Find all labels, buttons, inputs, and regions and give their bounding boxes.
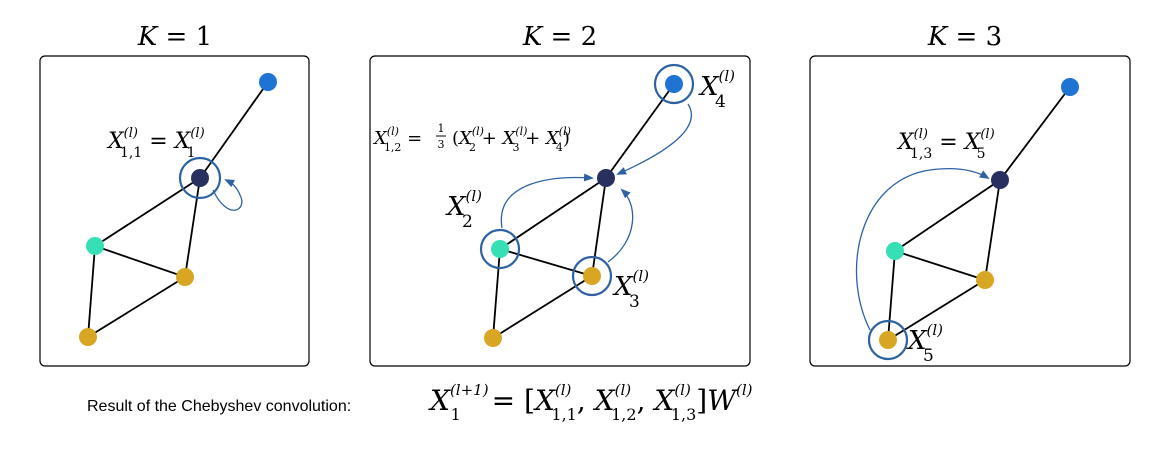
- highlight-ring: [867, 319, 909, 361]
- result-caption: Result of the Chebyshev convolution:: [87, 398, 351, 415]
- graph-edge: [492, 248, 501, 339]
- svg-text:(X(l)2 + X(l)3 + X(l)4): (X(l) 2 + X(l) 3 + X(l) 4): [452, 125, 571, 154]
- highlight-ring: [571, 255, 613, 297]
- graph-edge: [87, 276, 186, 338]
- result-equation: X(l+1) 1 = [X(l) 1,1, X(l) 1,2, X(l) 1,3]W(l…: [428, 381, 753, 424]
- graph-node: [259, 73, 277, 91]
- node-equation: X(l) 1,3 = X(l) 5: [896, 127, 995, 162]
- target-node: [991, 171, 1009, 189]
- result-formula: Result of the Chebyshev convolution: X(l…: [87, 381, 753, 424]
- graph-edge: [984, 179, 1001, 281]
- self-loop-arrow: [212, 179, 243, 211]
- graph-node: [491, 240, 509, 258]
- panel-title: K = 1: [137, 22, 212, 52]
- graph-edge: [94, 245, 186, 278]
- svg-text:X(l)1,2 =: X(l) 1,2 =: [372, 125, 422, 154]
- panel-frame: [39, 55, 310, 367]
- graph-edge: [184, 177, 201, 278]
- graph-node: [176, 268, 194, 286]
- panel-k2: K = 2 X(l) 1,2 = 1 3 (X(l) 2 + X(l) 3 + X(l…: [369, 22, 751, 367]
- highlight-ring: [479, 228, 521, 270]
- graph-node: [976, 271, 994, 289]
- graph-node: [886, 242, 904, 260]
- target-node: [597, 169, 615, 187]
- panel-k3: K = 3 X(l) 1,3 = X(l) 5 X(l) 5: [809, 22, 1131, 367]
- panel-title: K = 2: [522, 22, 597, 52]
- graph-node: [86, 237, 104, 255]
- highlight-ring: [178, 156, 222, 200]
- node-equation: X(l) 1,1 = X(l) 1: [106, 126, 205, 161]
- highlight-ring: [653, 63, 695, 105]
- graph-node: [879, 331, 897, 349]
- aggregation-equation: X(l) 1,2 = 1 3 (X(l) 2 + X(l) 3 + X(l) 4): [372, 122, 571, 154]
- graph-node: [79, 328, 97, 346]
- panel-k1: K = 1 X(l) 1,1 = X(l) 1: [39, 22, 310, 367]
- node-label-x3: X(l) 3: [612, 267, 649, 312]
- graph-edge: [499, 177, 607, 250]
- graph-edge: [499, 248, 593, 277]
- graph-edge: [591, 177, 607, 277]
- graph-edge: [999, 86, 1071, 181]
- graph-edge: [894, 250, 986, 281]
- graph-edge: [887, 250, 896, 341]
- graph-node: [665, 75, 683, 93]
- message-arrow: [616, 103, 693, 175]
- node-label-x5: X(l) 5: [906, 321, 943, 366]
- target-node: [191, 169, 209, 187]
- message-arrow: [607, 188, 634, 263]
- message-arrow: [500, 173, 594, 229]
- graph-node: [583, 267, 601, 285]
- graph-edge: [87, 245, 96, 338]
- graph-node: [484, 329, 502, 347]
- node-label-x2: X(l) 2: [445, 187, 482, 232]
- panel-frame: [369, 55, 751, 367]
- message-arrow: [855, 168, 990, 331]
- panel-frame: [809, 55, 1131, 367]
- graph-edge: [894, 179, 1001, 252]
- node-label-x4: X(l) 4: [698, 67, 735, 112]
- fraction-denominator: 3: [438, 138, 445, 151]
- panel-title: K = 3: [927, 22, 1002, 52]
- graph-node: [1061, 78, 1079, 96]
- fraction-numerator: 1: [438, 122, 445, 135]
